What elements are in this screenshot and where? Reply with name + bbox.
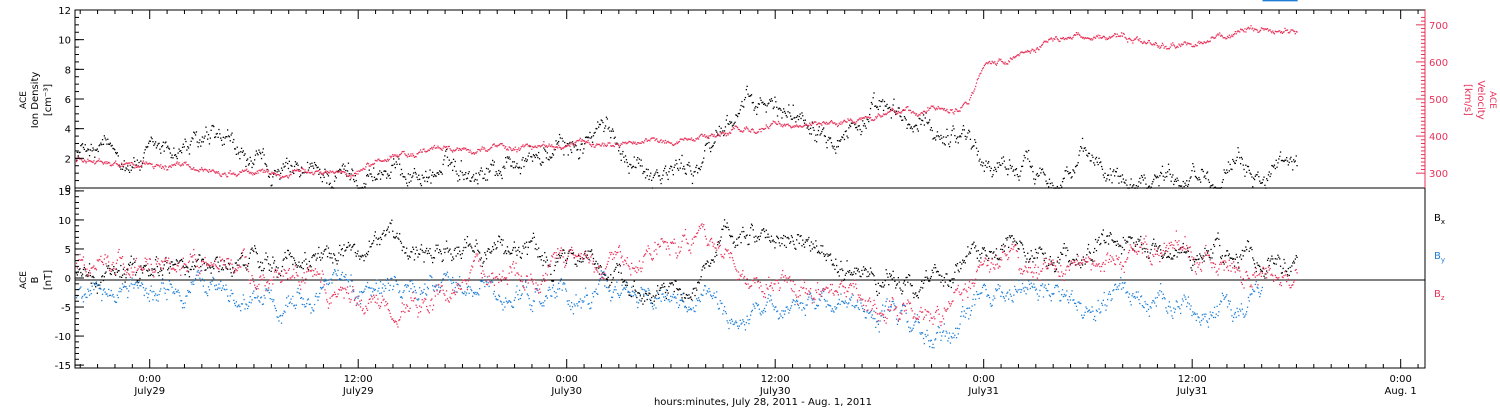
top-y2label-line2: Velocity bbox=[1475, 80, 1486, 119]
legend-bx-sub: x bbox=[1441, 218, 1445, 226]
legend-bx-letter: B bbox=[1434, 213, 1441, 224]
legend-by-letter: B bbox=[1434, 251, 1441, 262]
x-tick-date-label: July30 bbox=[550, 386, 582, 397]
bx-series bbox=[75, 219, 1298, 305]
velocity-series bbox=[75, 25, 1298, 179]
x-tick-time-label: 0:00 bbox=[972, 374, 994, 385]
x-tick-date-label: July31 bbox=[1176, 386, 1208, 397]
x-tick-date-label: July30 bbox=[759, 386, 791, 397]
legend-bx: Bx bbox=[1434, 213, 1445, 226]
legend-by: By bbox=[1434, 251, 1445, 264]
x-tick-time-label: 12:00 bbox=[761, 374, 790, 385]
x-tick-time-label: 12:00 bbox=[344, 374, 373, 385]
bottom-ytick-label: 15 bbox=[58, 187, 71, 198]
axes-group: 0 2 4 6 8 10 12 300 400 500 600 700 -15 -10 -5 0 5 10 15 0:… bbox=[55, 6, 1448, 397]
bottom-ytick-label: 5 bbox=[65, 245, 71, 256]
x-tick-time-label: 0:00 bbox=[1389, 374, 1411, 385]
top-ytick-label: 4 bbox=[65, 125, 71, 136]
x-tick-date-label: July31 bbox=[967, 386, 999, 397]
x-tick-time-label: 12:00 bbox=[1178, 374, 1207, 385]
top-ylabel: ACE Ion Density [cm⁻³] bbox=[19, 72, 54, 129]
legend-bz-sub: z bbox=[1441, 294, 1445, 302]
top-ytick-label: 10 bbox=[58, 36, 71, 47]
x-tick-time-label: 0:00 bbox=[555, 374, 577, 385]
x-axis-title: hours:minutes, July 28, 2011 - Aug. 1, 2… bbox=[654, 397, 872, 408]
legend-bz-letter: B bbox=[1434, 289, 1441, 300]
top-ylabel-line1: ACE bbox=[19, 91, 29, 109]
by-series bbox=[75, 0, 1298, 349]
x-tick-date-label: July29 bbox=[133, 386, 165, 397]
top-y2tick-label: 400 bbox=[1429, 132, 1448, 143]
bottom-ylabel: ACE B [nT] bbox=[19, 270, 54, 290]
top-ytick-label: 0 bbox=[65, 184, 71, 195]
top-ytick-label: 8 bbox=[65, 65, 71, 76]
x-tick-time-label: 0:00 bbox=[138, 374, 160, 385]
density-series bbox=[75, 85, 1298, 189]
top-y2tick-label: 700 bbox=[1429, 21, 1448, 32]
top-y2label-line1: ACE bbox=[1487, 91, 1497, 109]
top-panel-data bbox=[75, 25, 1298, 189]
top-y2label: ACE Velocity [km/s] bbox=[1462, 80, 1497, 119]
bottom-ytick-label: -10 bbox=[55, 332, 71, 343]
bottom-ylabel-line2: B bbox=[30, 276, 41, 283]
top-ylabel-line3: [cm⁻³] bbox=[43, 84, 54, 116]
bottom-panel-data bbox=[75, 0, 1298, 349]
bottom-ytick-label: 10 bbox=[58, 216, 71, 227]
top-y2tick-label: 600 bbox=[1429, 58, 1448, 69]
legend-bz: Bz bbox=[1434, 289, 1445, 302]
bz-series bbox=[75, 223, 1298, 328]
bottom-ytick-label: 0 bbox=[65, 274, 71, 285]
bottom-ytick-label: -15 bbox=[55, 361, 71, 372]
bottom-ylabel-line1: ACE bbox=[19, 271, 29, 289]
bottom-ylabel-line3: [nT] bbox=[43, 270, 54, 290]
top-ytick-label: 6 bbox=[65, 95, 71, 106]
top-y2tick-label: 500 bbox=[1429, 95, 1448, 106]
x-tick-date-label: July29 bbox=[342, 386, 374, 397]
top-y2tick-label: 300 bbox=[1429, 169, 1448, 180]
top-ylabel-line2: Ion Density bbox=[30, 72, 41, 129]
top-ytick-label: 12 bbox=[58, 6, 71, 17]
bottom-ytick-label: -5 bbox=[61, 303, 71, 314]
top-y2label-line3: [km/s] bbox=[1462, 84, 1473, 116]
legend-by-sub: y bbox=[1441, 256, 1445, 264]
top-ytick-label: 2 bbox=[65, 154, 71, 165]
x-tick-date-label: Aug. 1 bbox=[1385, 386, 1417, 397]
